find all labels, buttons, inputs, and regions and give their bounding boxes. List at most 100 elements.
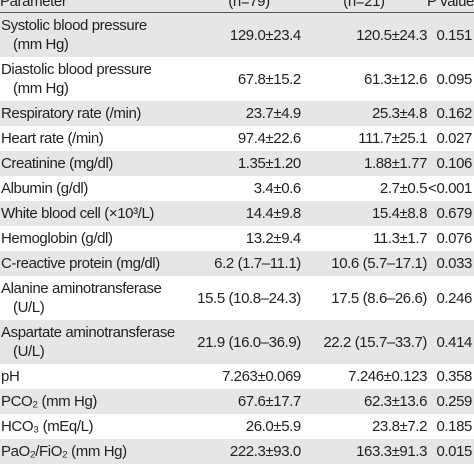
table-row: Hemoglobin (g/dl) 13.2±9.4 11.3±1.7 0.076	[0, 226, 474, 251]
label-line: PaO₂/FiO₂ (mm Hg)	[1, 443, 127, 460]
cell: 0.358	[436, 368, 472, 385]
label-line: White blood cell (×10³/L)	[1, 205, 154, 222]
cell: 1.35±1.20	[237, 155, 301, 172]
row-label: White blood cell (×10³/L)	[0, 201, 197, 226]
table-row: Creatinine (mg/dl) 1.35±1.20 1.88±1.77 0.10…	[0, 151, 474, 176]
cell: 67.6±17.7	[237, 393, 301, 410]
label-line: HCO₃ (mEq/L)	[1, 418, 94, 435]
table-row: pH 7.263±0.069 7.246±0.123 0.358	[0, 364, 474, 389]
cell: 22.2 (15.7–33.7)	[323, 333, 428, 351]
cell: 0.015	[436, 443, 472, 460]
table-row: HCO₃ (mEq/L) 26.0±5.9 23.8±7.2 0.185	[0, 414, 474, 439]
label-line: (U/L)	[13, 343, 45, 360]
cell: 7.246±0.123	[348, 368, 428, 385]
cell: 7.263±0.069	[221, 368, 301, 385]
cell: 6.2 (1.7–11.1)	[214, 255, 301, 272]
label-line: Diastolic blood pressure	[1, 61, 152, 78]
cell: 0.679	[436, 205, 472, 222]
cell: 2.7±0.5	[379, 180, 428, 197]
label-line: (U/L)	[13, 299, 45, 316]
cell: 15.4±8.8	[371, 205, 428, 222]
label-line: (mm Hg)	[13, 80, 69, 97]
table-row: PaO₂/FiO₂ (mm Hg) 222.3±93.0 163.3±91.3 0.0…	[0, 439, 474, 464]
row-label: HCO₃ (mEq/L)	[0, 414, 197, 439]
row-label: Diastolic blood pressure (mm Hg)	[0, 57, 197, 101]
label-line: C-reactive protein (mg/dl)	[1, 255, 160, 272]
cell: 0.259	[436, 393, 472, 410]
label-line: Creatinine (mg/dl)	[1, 155, 114, 172]
cell: 0.106	[436, 155, 472, 172]
row-label: Hemoglobin (g/dl)	[0, 226, 197, 251]
cell: 111.7±25.1	[358, 130, 428, 147]
label-line: Alanine aminotransferase	[1, 280, 162, 297]
cell: 25.3±4.8	[371, 105, 428, 122]
cell: 14.4±9.8	[245, 205, 301, 222]
cell: 21.9 (16.0–36.9)	[197, 333, 301, 351]
cell: 13.2±9.4	[245, 230, 301, 247]
header-row: Parameter (n=79) (n=21) P value	[0, 0, 474, 13]
header-cell: (n=79)	[197, 0, 301, 13]
cell: 129.0±23.4	[229, 26, 301, 44]
data-table: Parameter (n=79) (n=21) P value Systolic blo…	[0, 0, 474, 464]
table-row: PCO₂ (mm Hg) 67.6±17.7 62.3±13.6 0.259	[0, 389, 474, 414]
cell: 61.3±12.6	[364, 70, 428, 88]
cell: 23.8±7.2	[371, 418, 428, 435]
header-cell: P value	[427, 0, 474, 13]
cell: 3.4±0.6	[253, 180, 302, 197]
cell: 67.8±15.2	[237, 70, 301, 88]
table-row: White blood cell (×10³/L) 14.4±9.8 15.4±8.…	[0, 201, 474, 226]
table-row: C-reactive protein (mg/dl) 6.2 (1.7–11.1)…	[0, 251, 474, 276]
cell: 120.5±24.3	[356, 26, 428, 44]
cell: 0.033	[436, 255, 472, 272]
label-line: Systolic blood pressure	[1, 17, 147, 34]
row-label: Creatinine (mg/dl)	[0, 151, 197, 176]
cell: 0.414	[436, 333, 472, 351]
label-line: PCO₂ (mm Hg)	[1, 393, 98, 410]
cell: 0.162	[436, 105, 472, 122]
row-label: Albumin (g/dl)	[0, 176, 197, 201]
cell: 1.88±1.77	[364, 155, 428, 172]
cell: 26.0±5.9	[245, 418, 301, 435]
label-line: Respiratory rate (/min)	[1, 105, 142, 122]
cell: 0.076	[436, 230, 472, 247]
table-row: Aspartate aminotransferase (U/L) 21.9 (16.…	[0, 320, 474, 364]
cell: 11.3±1.7	[373, 230, 428, 247]
label-line: Hemoglobin (g/dl)	[1, 230, 113, 247]
cell: 0.246	[436, 289, 472, 307]
row-label: Heart rate (/min)	[0, 126, 197, 151]
cell: 97.4±22.6	[237, 130, 301, 147]
header-cell: Parameter	[0, 0, 198, 13]
row-label: Systolic blood pressure (mm Hg)	[0, 13, 197, 58]
table-row: Diastolic blood pressure (mm Hg) 67.8±15.2…	[0, 57, 474, 101]
cell: 163.3±91.3	[356, 443, 428, 460]
label-line: Albumin (g/dl)	[1, 180, 88, 197]
row-label: PaO₂/FiO₂ (mm Hg)	[0, 439, 197, 464]
table-row: Heart rate (/min) 97.4±22.6 111.7±25.1 0.02…	[0, 126, 474, 151]
cell: 0.027	[436, 130, 472, 147]
table-row: Systolic blood pressure (mm Hg) 129.0±23.4…	[0, 12, 474, 58]
label-line: Aspartate aminotransferase	[1, 324, 175, 341]
row-label: pH	[0, 364, 197, 389]
row-label: Respiratory rate (/min)	[0, 101, 197, 126]
row-label: C-reactive protein (mg/dl)	[0, 251, 197, 276]
cell: 17.5 (8.6–26.6)	[331, 289, 428, 307]
cell: 0.151	[436, 26, 472, 44]
table-body: Parameter (n=79) (n=21) P value Systolic blo…	[0, 0, 474, 464]
cell: 222.3±93.0	[229, 443, 301, 460]
label-line: (mm Hg)	[13, 36, 69, 53]
cell: 0.185	[436, 418, 472, 435]
cell: 15.5 (10.8–24.3)	[197, 289, 301, 307]
label-line: pH	[1, 368, 20, 385]
header-cell: (n=21)	[300, 0, 428, 13]
cell: 62.3±13.6	[364, 393, 428, 410]
cell: <0.001	[428, 180, 472, 197]
table-row: Alanine aminotransferase (U/L) 15.5 (10.8–…	[0, 276, 474, 320]
row-label: Alanine aminotransferase (U/L)	[0, 276, 197, 320]
row-label: Aspartate aminotransferase (U/L)	[0, 320, 197, 364]
label-line: Heart rate (/min)	[1, 130, 104, 147]
cell: 10.6 (5.7–17.1)	[331, 255, 428, 272]
cell: 0.095	[436, 70, 472, 88]
table-row: Albumin (g/dl) 3.4±0.6 2.7±0.5 <0.001	[0, 176, 474, 201]
row-label: PCO₂ (mm Hg)	[0, 389, 197, 414]
